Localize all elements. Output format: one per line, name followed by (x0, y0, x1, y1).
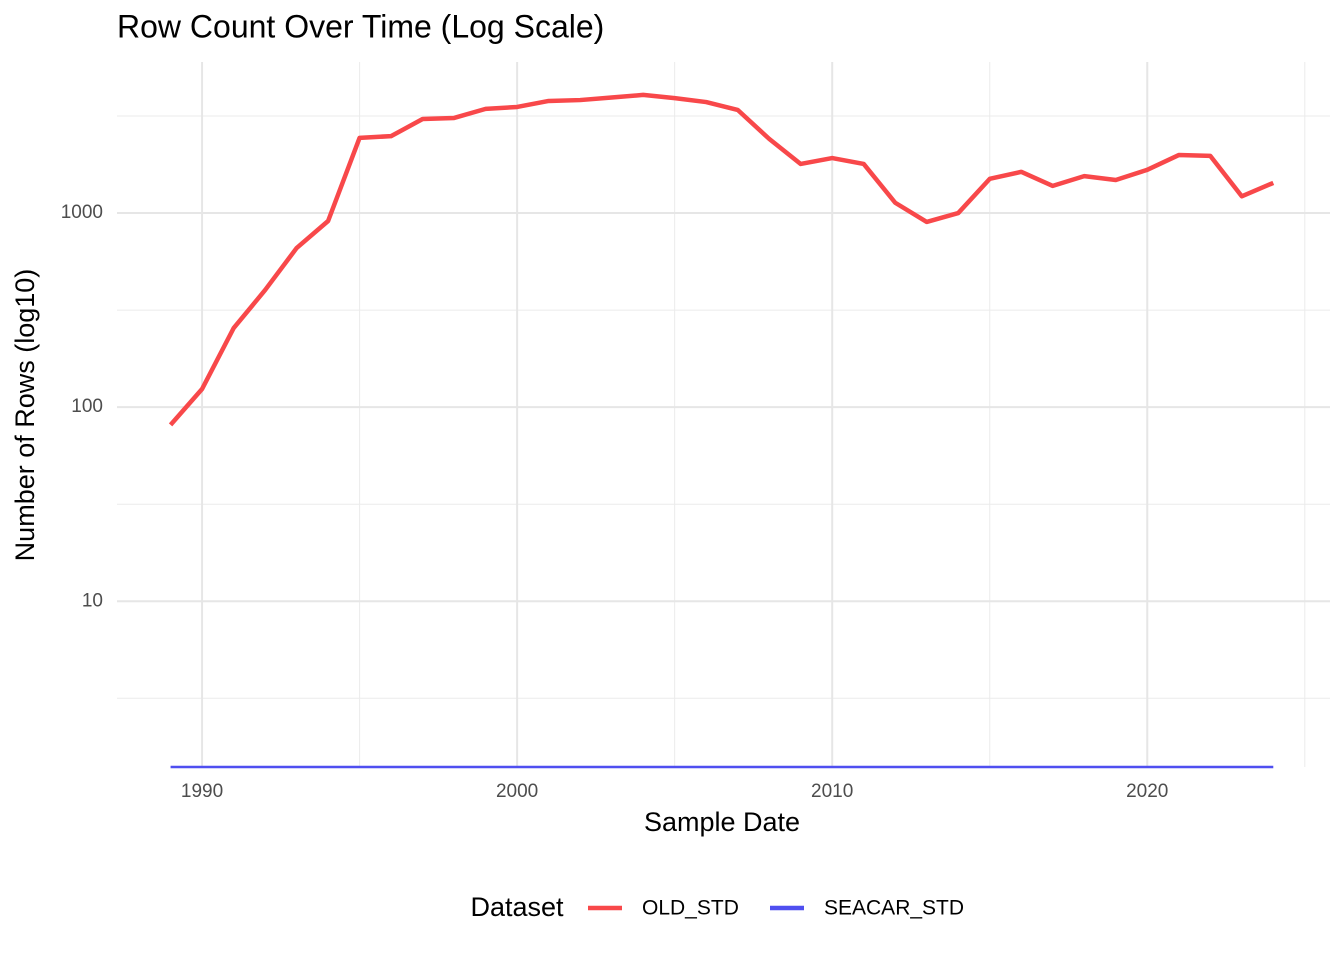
y-axis-label: Number of Rows (log10) (10, 269, 40, 562)
data-line (168, 92, 1275, 427)
x-tick-label: 2000 (496, 781, 538, 802)
x-axis-label: Sample Date (644, 807, 800, 837)
chart-title: Row Count Over Time (Log Scale) (117, 8, 604, 44)
x-tick-label: 1990 (181, 781, 223, 802)
legend-title: Dataset (470, 892, 564, 922)
legend-label: SEACAR_STD (824, 897, 964, 920)
legend-label: OLD_STD (642, 897, 739, 920)
x-tick-label: 2020 (1126, 781, 1168, 802)
y-tick-label: 100 (71, 396, 103, 417)
y-tick-label: 1000 (61, 202, 103, 223)
x-tick-label: 2010 (811, 781, 853, 802)
y-tick-label: 10 (82, 590, 103, 611)
